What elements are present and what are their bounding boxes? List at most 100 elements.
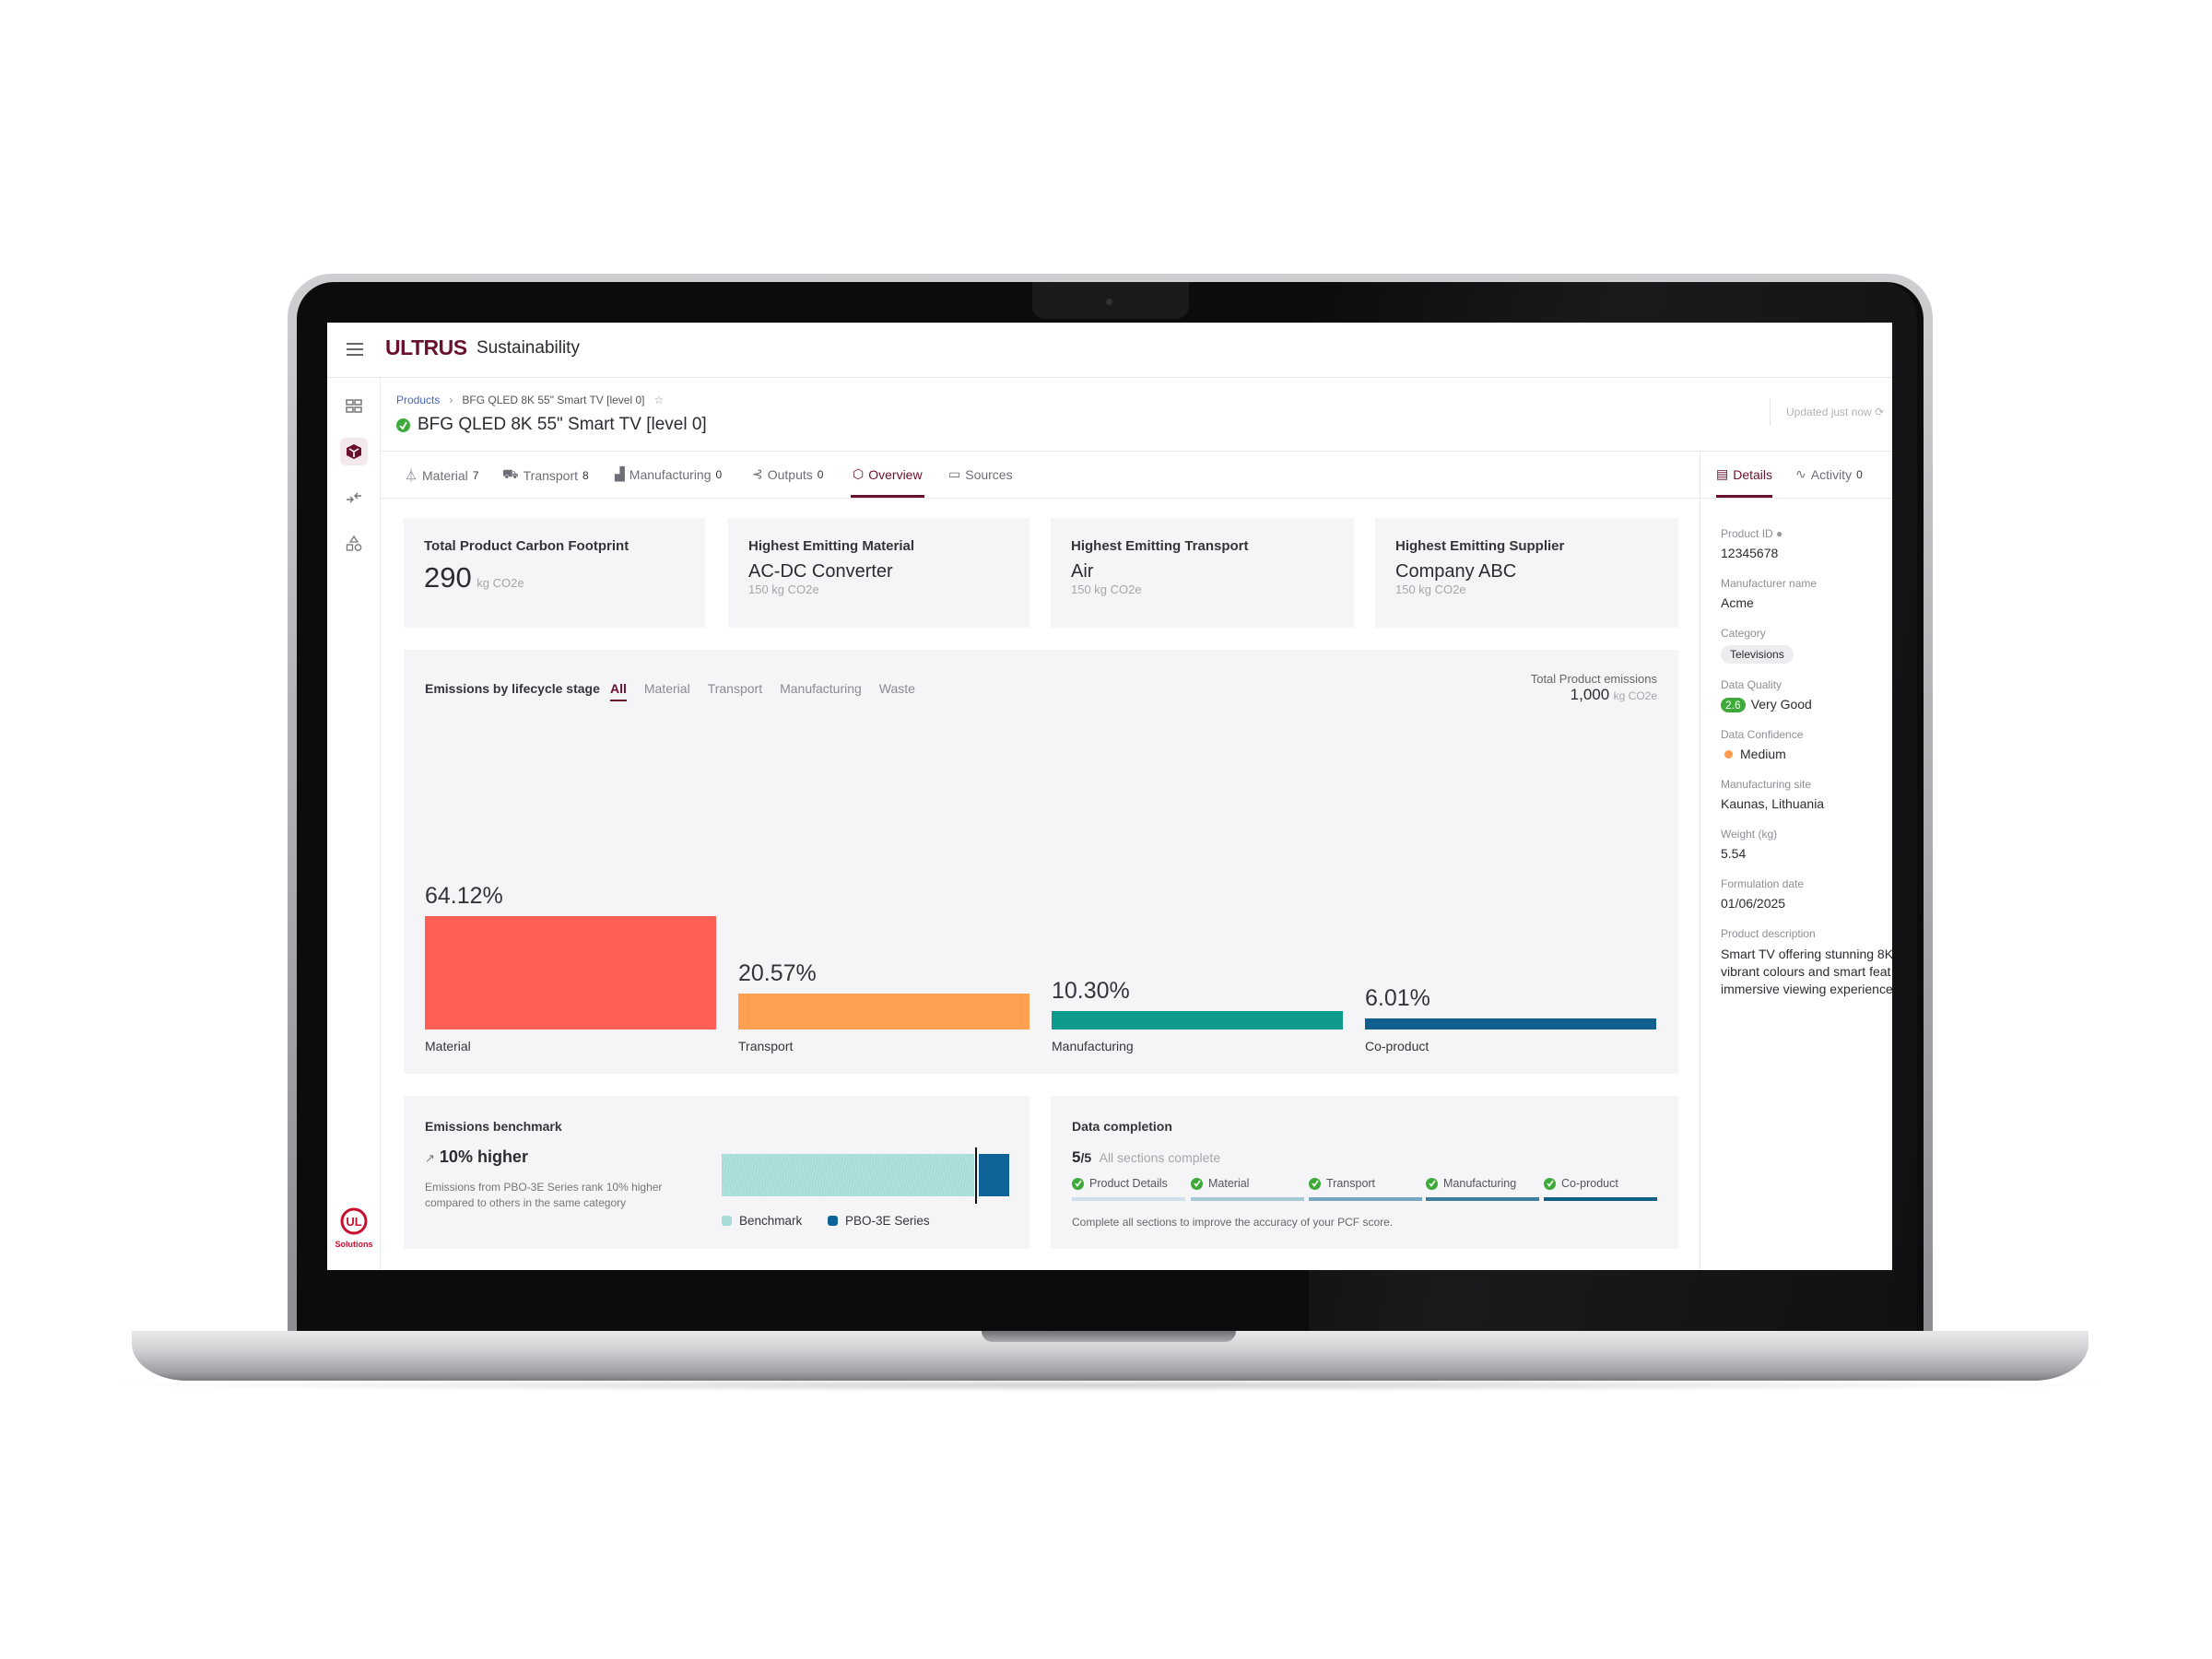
tab-manufacturing[interactable]: ▟ Manufacturing 0 — [615, 466, 722, 482]
completion-footer: Complete all sections to improve the acc… — [1072, 1216, 1394, 1229]
benchmark-description: Emissions from PBO-3E Series rank 10% hi… — [425, 1181, 663, 1209]
page-title-text: BFG QLED 8K 55" Smart TV [level 0] — [418, 415, 707, 434]
section-label: Manufacturing — [1443, 1177, 1517, 1190]
active-side-tab-indicator — [1716, 495, 1772, 498]
bar-transport[interactable] — [738, 993, 1030, 1030]
site-value: Kaunas, Lithuania — [1721, 796, 1825, 811]
laptop-shadow — [92, 1379, 2129, 1392]
card-title: Highest Emitting Supplier — [1395, 538, 1565, 554]
tab-count: 0 — [817, 467, 824, 481]
manufacturer-label: Manufacturer name — [1721, 577, 1818, 590]
tab-label: Details — [1733, 466, 1773, 482]
section-label: Product Details — [1089, 1177, 1168, 1190]
description-label: Product description — [1721, 927, 1816, 940]
updated-status: Updated just now ⟳ — [1770, 398, 1884, 426]
legend-label: Benchmark — [739, 1214, 803, 1228]
left-rail: UL Solutions — [327, 378, 381, 1270]
tab-count: 7 — [472, 469, 479, 482]
factory-icon: ▟ — [615, 466, 625, 481]
bar-category-label: Transport — [738, 1039, 794, 1053]
product-id-label: Product ID ● — [1721, 527, 1892, 540]
category-label: Category — [1721, 627, 1766, 640]
active-tab-indicator — [851, 495, 924, 498]
bar-value-label: 10.30% — [1052, 978, 1130, 1005]
tab-transport[interactable]: ⛟ Transport 8 — [502, 466, 589, 484]
quality-label: Data Quality — [1721, 678, 1783, 691]
tab-label: Overview — [868, 466, 923, 482]
lifecycle-chart-panel: Emissions by lifecycle stage All Materia… — [404, 650, 1678, 1074]
tab-details[interactable]: ▤ Details — [1716, 466, 1772, 482]
card-value: Company ABC — [1395, 561, 1517, 582]
legend-benchmark: Benchmark — [722, 1214, 802, 1228]
legend-swatch — [828, 1216, 839, 1226]
card-title: Highest Emitting Material — [748, 538, 915, 554]
breadcrumb-products-link[interactable]: Products — [396, 394, 441, 406]
quality-value: 2.6 Very Good — [1721, 697, 1892, 712]
card-sub: 150 kg CO2e — [1071, 582, 1142, 596]
section-label: Material — [1208, 1177, 1250, 1190]
legend-label: PBO-3E Series — [845, 1214, 930, 1228]
tab-label: Sources — [965, 466, 1013, 482]
bar-manufacturing[interactable] — [1052, 1011, 1343, 1030]
filter-transport[interactable]: Transport — [707, 681, 763, 696]
tab-activity[interactable]: ∿ Activity 0 — [1795, 466, 1863, 482]
quality-text: Very Good — [1750, 697, 1812, 712]
card-sub: 150 kg CO2e — [748, 582, 819, 596]
divider — [1700, 498, 1892, 499]
category-chip: Televisions — [1721, 645, 1794, 664]
star-icon[interactable]: ☆ — [653, 394, 665, 406]
refresh-icon[interactable]: ⟳ — [1875, 406, 1885, 418]
headline-text: 10% higher — [439, 1147, 528, 1166]
tab-sources[interactable]: ▭ Sources — [948, 466, 1013, 482]
ultrus-logo[interactable]: ULTRUS — [385, 335, 467, 359]
legend-series: PBO-3E Series — [828, 1214, 930, 1228]
card-value: AC-DC Converter — [748, 561, 893, 582]
tab-overview[interactable]: ⬡ Overview — [853, 466, 923, 482]
card-highest-supplier: Highest Emitting Supplier Company ABC 15… — [1375, 518, 1678, 628]
tab-material[interactable]: ⏃ Material 7 — [405, 466, 478, 485]
tab-label: Outputs — [767, 466, 813, 482]
total-count: /5 — [1080, 1150, 1092, 1165]
tab-count: 8 — [582, 468, 589, 482]
weight-value: 5.54 — [1721, 846, 1747, 861]
hamburger-menu-icon[interactable] — [347, 342, 363, 357]
products-cube-icon[interactable] — [340, 438, 368, 465]
dashboard-icon[interactable] — [340, 393, 368, 420]
series-bar — [979, 1154, 1009, 1196]
confidence-dot-icon — [1724, 750, 1733, 759]
benchmark-bar — [722, 1154, 974, 1196]
unit: kg CO2e — [477, 576, 524, 590]
done-count: 5 — [1072, 1148, 1081, 1166]
site-label: Manufacturing site — [1721, 778, 1812, 791]
shapes-icon[interactable] — [340, 530, 368, 558]
ul-solutions-logo: UL Solutions — [335, 1207, 373, 1249]
truck-icon: ⛟ — [502, 466, 519, 481]
section-progress-bar — [1191, 1197, 1304, 1201]
card-title: Highest Emitting Transport — [1071, 538, 1249, 554]
total-emissions-unit: kg CO2e — [1613, 689, 1657, 702]
filter-material[interactable]: Material — [643, 681, 690, 696]
compare-arrows-icon[interactable] — [340, 484, 368, 512]
filter-waste[interactable]: Waste — [878, 681, 915, 696]
bar-co-product[interactable] — [1365, 1018, 1656, 1030]
section-transport: Transport — [1309, 1177, 1422, 1201]
filter-all[interactable]: All — [610, 681, 627, 701]
check-icon — [1191, 1177, 1203, 1190]
filter-manufacturing[interactable]: Manufacturing — [780, 681, 862, 696]
tab-label: Manufacturing — [629, 466, 712, 482]
updated-text: Updated just now — [1786, 406, 1872, 418]
bar-material[interactable] — [425, 916, 716, 1030]
benchmark-legend: Benchmark PBO-3E Series — [722, 1214, 930, 1228]
section-progress-bar — [1309, 1197, 1422, 1201]
app-screen: ULTRUS Sustainability UL Solutions Produ… — [327, 323, 1892, 1270]
tab-outputs[interactable]: ⊰ Outputs 0 — [752, 466, 823, 482]
info-icon[interactable]: ● — [1776, 527, 1783, 540]
description-line: Smart TV offering stunning 8K — [1721, 947, 1892, 961]
benchmark-title: Emissions benchmark — [425, 1119, 562, 1134]
app-name: Sustainability — [477, 338, 580, 358]
label-text: Product ID — [1721, 527, 1773, 540]
breadcrumb: Products › BFG QLED 8K 55" Smart TV [lev… — [396, 394, 664, 406]
card-value: 290 kg CO2e — [424, 561, 685, 594]
bar-value-label: 64.12% — [425, 883, 503, 909]
bar-category-label: Manufacturing — [1052, 1039, 1134, 1053]
